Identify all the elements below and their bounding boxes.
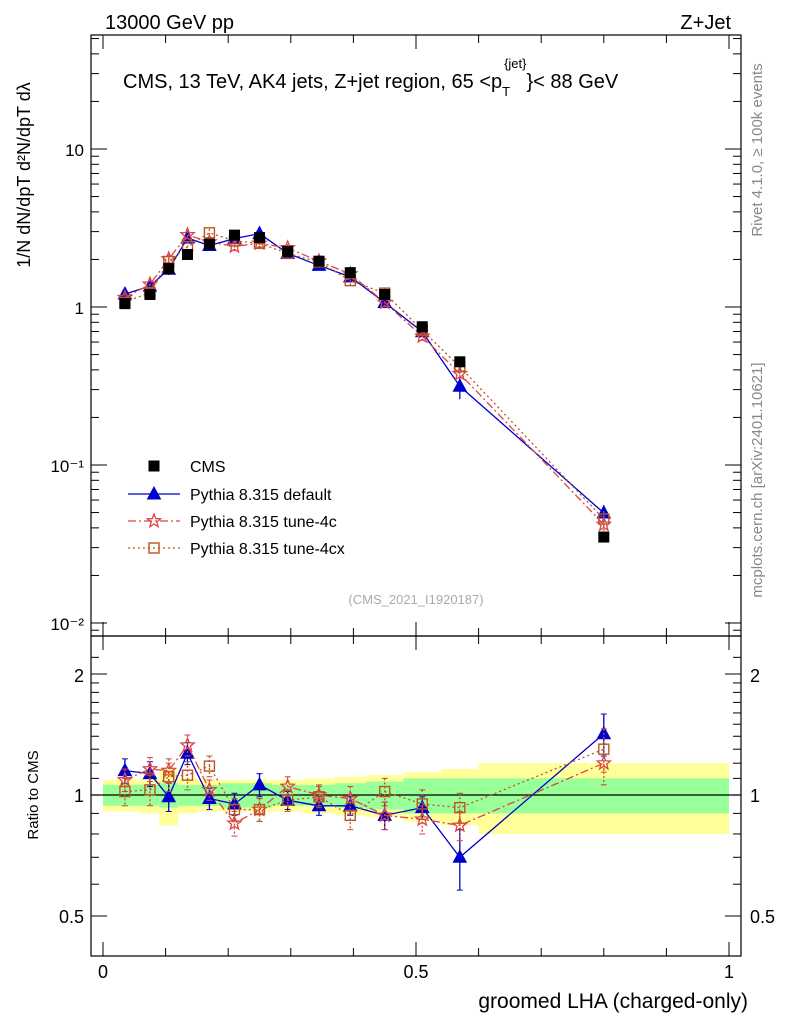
main-title-end: }< 88 GeV [527, 71, 619, 93]
main-point-tune4c-3 [179, 226, 196, 243]
main-ytick-label-0.01: 10⁻² [50, 615, 84, 634]
main-ytick-label-1: 1 [75, 299, 84, 318]
main-point-default-12 [452, 378, 468, 392]
ratio-point-tune4cx-1 [144, 784, 156, 796]
mcplots-text: mcplots.cern.ch [arXiv:2401.10621] [749, 362, 766, 597]
main-point-cms-13 [598, 531, 610, 543]
main-axis-ticks [91, 35, 741, 636]
xtick-label-1: 1 [724, 962, 734, 982]
ratio-ytick-label-2: 2 [74, 666, 84, 686]
ratio-ytick-label-0.5: 0.5 [59, 907, 84, 927]
main-point-cms-8 [313, 255, 325, 267]
x-axis-label: groomed LHA (charged-only) [478, 990, 748, 1013]
main-point-cms-12 [454, 356, 466, 368]
ratio-point-tune4cx-6 [253, 803, 266, 816]
ratio-point-tune4c-5 [226, 814, 243, 831]
main-point-cms-7 [282, 245, 294, 257]
main-title-sup: {jet} [504, 56, 527, 71]
legend-marker-tune4cx [148, 542, 160, 554]
main-point-tune4c-10 [376, 293, 394, 310]
analysis-watermark: (CMS_2021_I1920187) [348, 592, 483, 607]
ratio-point-tune4c-4 [201, 781, 218, 797]
ratio-axis-ticks [91, 636, 741, 956]
ratio-ytick-label-right-0.5: 0.5 [750, 907, 775, 927]
ratio-point-tune4cx-2 [163, 771, 175, 783]
ratio-point-tune4cx-10 [379, 785, 391, 798]
main-point-cms-11 [416, 321, 428, 333]
ratio-point-default-6 [252, 776, 267, 791]
main-title-text: CMS, 13 TeV, AK4 jets, Z+jet region, 65 … [123, 71, 502, 93]
ratio-line-tune4c [124, 743, 605, 827]
ratio-ytick-label-right-1: 1 [750, 786, 760, 806]
legend: CMS Pythia 8.315 default Pythia 8.315 tu… [128, 459, 345, 558]
main-point-cms-6 [254, 232, 265, 244]
main-title-sub: T [502, 84, 510, 99]
ratio-point-tune4c-2 [160, 761, 178, 778]
ratio-point-tune4cx-11 [416, 798, 428, 810]
main-point-cms-2 [163, 263, 175, 275]
ratio-point-default-2 [161, 788, 177, 803]
header-right: Z+Jet [680, 12, 731, 34]
main-line-tune4cx [124, 232, 605, 520]
ratio-point-tune4c-1 [141, 760, 159, 777]
ratio-point-tune4cx-3 [181, 769, 194, 781]
ratio-point-tune4cx-12 [454, 801, 466, 814]
main-line-tune4c [124, 234, 605, 525]
ratio-point-tune4cx-8 [313, 791, 325, 803]
ratio-point-default-12 [452, 849, 468, 863]
legend-label-tune4c: Pythia 8.315 tune-4c [190, 514, 337, 531]
ratio-point-tune4c-9 [341, 789, 359, 806]
main-series [116, 225, 613, 543]
ratio-point-tune4cx-0 [119, 785, 131, 798]
main-point-cms-4 [203, 238, 215, 250]
ratio-line-default [124, 733, 605, 859]
rivet-text: Rivet 4.1.0, ≥ 100k events [749, 63, 766, 236]
ratio-point-default-8 [311, 797, 327, 812]
ratio-ylabel: Ratio to CMS [25, 750, 42, 839]
main-point-tune4cx-4 [203, 227, 216, 239]
xtick-label-0: 0 [98, 962, 108, 982]
legend-marker-default [146, 485, 162, 500]
legend-label-tune4cx: Pythia 8.315 tune-4cx [190, 541, 345, 558]
ratio-line-tune4cx [124, 748, 605, 817]
main-ytick-label-10: 10 [65, 141, 84, 160]
main-point-cms-9 [344, 267, 356, 279]
ratio-point-tune4cx-9 [344, 809, 356, 822]
ratio-uncertainty-bands [91, 763, 741, 834]
main-point-cms-10 [379, 288, 391, 300]
legend-label-default: Pythia 8.315 default [190, 487, 332, 504]
ratio-point-tune4cx-7 [281, 794, 294, 807]
legend-markers [128, 460, 180, 554]
ratio-ytick-label-right-2: 2 [750, 666, 760, 686]
xtick-label-0.5: 0.5 [403, 962, 428, 982]
main-ylabel: 1/N dN/dpT d²N/dpT dλ [14, 82, 34, 267]
ratio-point-tune4c-12 [451, 816, 469, 833]
legend-label-cms: CMS [190, 459, 226, 476]
ratio-point-tune4c-10 [376, 806, 394, 823]
header-left: 13000 GeV pp [105, 12, 234, 34]
ratio-point-tune4cx-13 [598, 743, 610, 755]
ratio-point-tune4c-11 [413, 810, 431, 827]
main-title: CMS, 13 TeV, AK4 jets, Z+jet region, 65 … [123, 56, 619, 99]
main-point-cms-5 [228, 229, 240, 241]
ratio-point-tune4cx-4 [203, 760, 216, 772]
main-point-cms-0 [119, 298, 131, 310]
main-point-tune4cx-13 [598, 513, 610, 525]
legend-marker-tune4c [145, 512, 163, 529]
ratio-point-tune4c-3 [179, 736, 196, 753]
main-point-cms-1 [144, 288, 156, 300]
legend-marker-cms [148, 460, 160, 472]
main-point-cms-3 [182, 248, 194, 260]
ratio-ytick-label-1: 1 [74, 786, 84, 806]
main-ytick-label-0.1: 10⁻¹ [50, 457, 84, 476]
ratio-series [116, 713, 613, 891]
ratio-point-tune4cx-5 [228, 803, 241, 816]
band-inner-12 [441, 778, 479, 814]
